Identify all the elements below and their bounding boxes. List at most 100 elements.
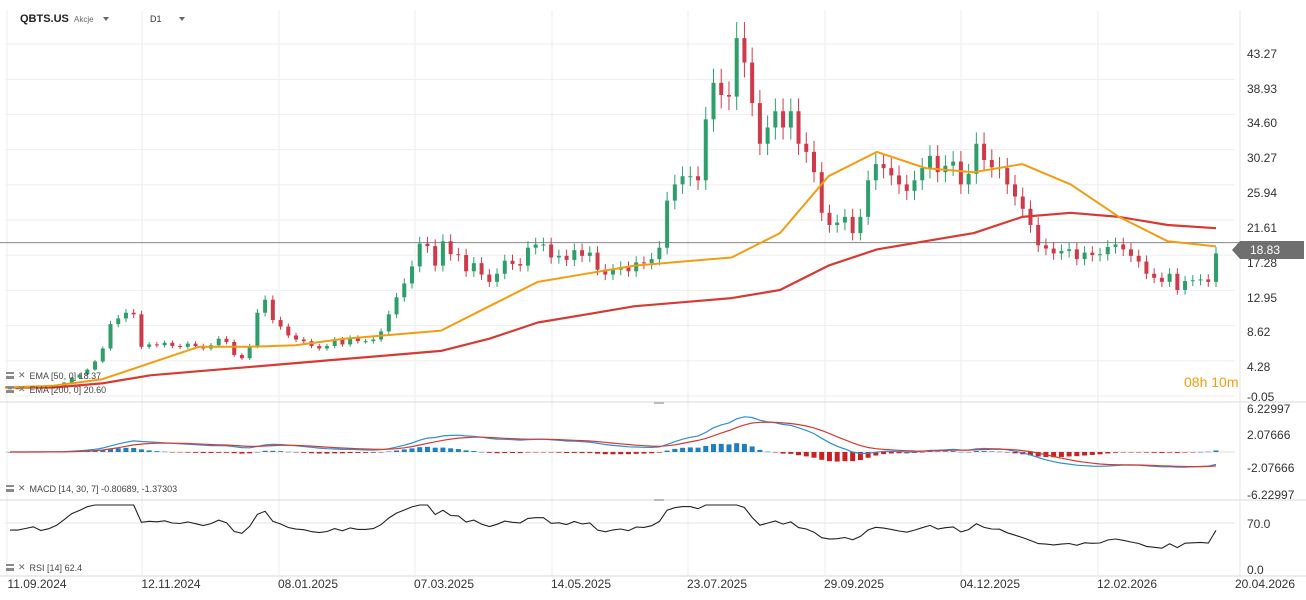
macd-histogram-bar bbox=[927, 451, 933, 452]
price-axis-label: 4.28 bbox=[1247, 360, 1271, 374]
macd-histogram-bar bbox=[200, 452, 206, 454]
candle-body bbox=[1214, 253, 1218, 282]
candle-body bbox=[332, 339, 337, 347]
candle-body bbox=[757, 103, 762, 144]
candle-body bbox=[842, 216, 847, 223]
macd-histogram-bar bbox=[618, 452, 624, 455]
macd-histogram-bar bbox=[672, 448, 678, 452]
settings-menu-icon[interactable] bbox=[6, 485, 14, 492]
macd-histogram-bar bbox=[154, 451, 160, 452]
macd-histogram-bar bbox=[1136, 452, 1142, 453]
macd-histogram-bar bbox=[363, 452, 369, 453]
macd-histogram-bar bbox=[247, 452, 253, 454]
candle-body bbox=[340, 339, 345, 345]
macd-histogram-bar bbox=[231, 452, 237, 454]
candle-body bbox=[510, 260, 515, 264]
close-icon[interactable]: ✕ bbox=[18, 370, 26, 380]
macd-histogram-bar bbox=[680, 447, 686, 452]
macd-histogram-bar bbox=[695, 447, 701, 452]
settings-menu-icon[interactable] bbox=[6, 372, 14, 379]
candle-body bbox=[726, 94, 731, 97]
rsi-panel bbox=[5, 504, 1235, 549]
candle-body bbox=[232, 341, 237, 355]
candle-body bbox=[665, 200, 670, 248]
candle-body bbox=[1128, 249, 1133, 256]
macd-histogram-bar bbox=[162, 451, 168, 453]
candle-body bbox=[696, 176, 701, 181]
macd-axis-label: 6.22997 bbox=[1247, 402, 1291, 416]
candle-body bbox=[317, 346, 322, 349]
date-axis-label: 12.11.2024 bbox=[141, 577, 201, 591]
macd-histogram-bar bbox=[1213, 450, 1219, 452]
symbol-dropdown-chevron-icon[interactable] bbox=[103, 17, 109, 21]
candle-body bbox=[8, 388, 12, 390]
macd-histogram-bar bbox=[146, 450, 152, 452]
close-icon[interactable]: ✕ bbox=[18, 562, 26, 572]
macd-histogram-bar bbox=[989, 451, 995, 452]
candle-body bbox=[634, 262, 639, 272]
macd-histogram-bar bbox=[687, 447, 693, 452]
macd-histogram-bar bbox=[1035, 452, 1041, 457]
candle-body bbox=[580, 250, 585, 256]
macd-histogram-bar bbox=[896, 452, 902, 454]
panel-separators[interactable] bbox=[0, 10, 1306, 577]
macd-histogram-bar bbox=[177, 452, 183, 453]
timeframe-label[interactable]: D1 bbox=[150, 14, 162, 24]
macd-histogram-bar bbox=[1159, 452, 1165, 453]
candle-body bbox=[402, 283, 407, 298]
candle-body bbox=[804, 143, 809, 152]
macd-histogram-bar bbox=[656, 452, 662, 453]
candle-body bbox=[495, 273, 500, 282]
settings-menu-icon[interactable] bbox=[6, 564, 14, 571]
macd-histogram-bar bbox=[479, 451, 485, 453]
macd-panel bbox=[5, 416, 1235, 468]
macd-histogram-bar bbox=[1097, 452, 1103, 455]
macd-histogram-bar bbox=[533, 452, 539, 453]
candle-body bbox=[564, 255, 569, 260]
candle-body bbox=[363, 341, 368, 343]
macd-histogram-bar bbox=[865, 452, 871, 458]
timeframe-dropdown-chevron-icon[interactable] bbox=[179, 17, 185, 21]
macd-histogram-bar bbox=[564, 452, 570, 454]
macd-histogram-bar bbox=[316, 452, 322, 454]
macd-histogram-bar bbox=[1167, 452, 1173, 453]
candle-body bbox=[889, 168, 894, 176]
candle-body bbox=[278, 320, 283, 327]
macd-histogram-bar bbox=[571, 452, 577, 453]
symbol-label[interactable]: QBTS.US bbox=[20, 13, 69, 25]
candle-body bbox=[773, 111, 778, 128]
ema200-legend: ✕ EMA [200, 0] 20.60 bbox=[6, 384, 106, 395]
candle-body bbox=[1082, 252, 1087, 260]
candle-body bbox=[162, 342, 167, 346]
candle-body bbox=[247, 346, 252, 359]
macd-histogram-bar bbox=[734, 443, 740, 452]
macd-histogram-bar bbox=[1089, 452, 1095, 455]
candle-body bbox=[193, 343, 198, 347]
macd-histogram-bar bbox=[595, 452, 601, 454]
macd-histogram-bar bbox=[579, 452, 585, 454]
candle-body bbox=[324, 346, 329, 349]
macd-histogram-bar bbox=[1105, 452, 1111, 454]
close-icon[interactable]: ✕ bbox=[18, 483, 26, 493]
candle-body bbox=[255, 312, 260, 347]
candle-body bbox=[348, 337, 353, 345]
macd-histogram-bar bbox=[548, 452, 554, 453]
macd-histogram-bar bbox=[602, 452, 608, 455]
macd-histogram-bar bbox=[1113, 452, 1118, 453]
macd-histogram-bar bbox=[1198, 451, 1204, 453]
macd-histogram-bar bbox=[958, 451, 964, 453]
close-icon[interactable]: ✕ bbox=[18, 384, 26, 394]
macd-histogram-bar bbox=[370, 452, 376, 453]
candle-body bbox=[873, 164, 878, 181]
candle-body bbox=[1105, 246, 1110, 255]
candle-body bbox=[1090, 252, 1095, 256]
settings-menu-icon[interactable] bbox=[6, 386, 14, 393]
macd-histogram-bar bbox=[293, 452, 299, 453]
macd-histogram-bar bbox=[703, 445, 709, 452]
macd-histogram-bar bbox=[394, 450, 400, 452]
candle-body bbox=[541, 244, 546, 246]
candle-body bbox=[1198, 279, 1203, 281]
macd-axis-label: 2.07666 bbox=[1247, 428, 1291, 442]
macd-histogram-bar bbox=[610, 452, 616, 455]
